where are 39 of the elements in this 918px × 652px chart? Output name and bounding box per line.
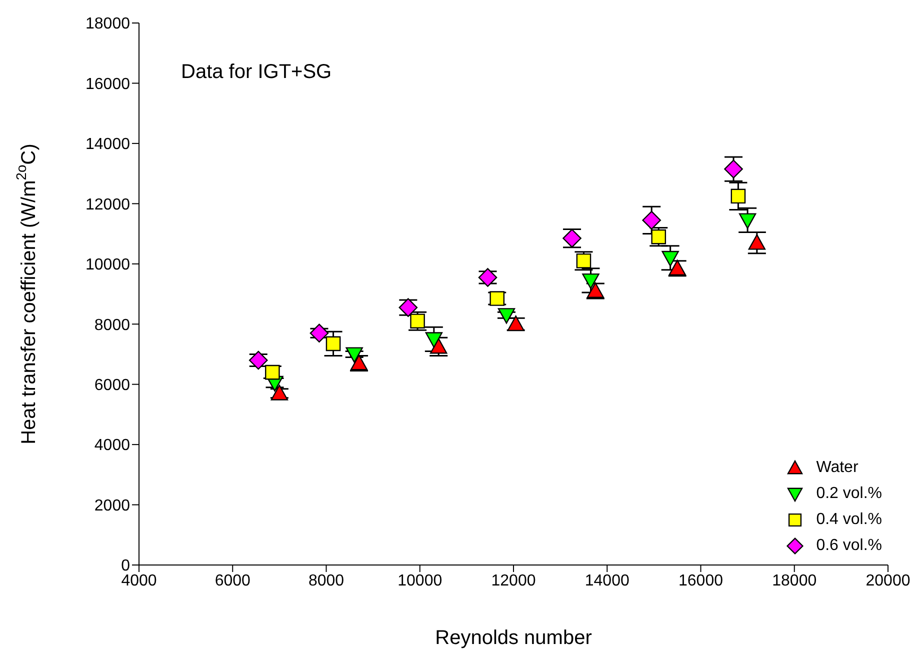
annotation: Data for IGT+SG [181, 61, 332, 84]
y-tick-label: 2000 [94, 497, 130, 514]
x-tick-label: 16000 [678, 572, 724, 590]
x-tick-label: 8000 [308, 572, 344, 590]
point [490, 291, 505, 306]
x-tick-label: 6000 [214, 572, 251, 590]
point [730, 188, 746, 204]
y-tick-label: 14000 [86, 136, 130, 154]
x-tick-label: 12000 [491, 572, 536, 590]
y-tick-label: 18000 [86, 16, 130, 33]
x-tick-label: 10000 [398, 572, 442, 590]
x-tick-label: 18000 [772, 572, 817, 590]
point [498, 308, 516, 324]
legend-label: 0.6 vol.% [816, 536, 882, 556]
y-tick-label: 10000 [86, 256, 130, 274]
x-tick-label: 20000 [866, 572, 910, 590]
x-axis-title: Reynolds number [435, 627, 592, 649]
point [310, 324, 329, 343]
point [724, 160, 743, 178]
point [738, 213, 756, 229]
point [642, 210, 661, 230]
y-tick-label: 12000 [86, 196, 130, 214]
legend-label: Water [816, 458, 858, 478]
y-tick-label: 0 [121, 558, 130, 575]
point [748, 234, 766, 250]
y-tick-label: 16000 [86, 76, 130, 93]
y-tick-label: 8000 [94, 316, 130, 334]
point [662, 250, 679, 266]
y-tick-label: 4000 [94, 437, 130, 454]
point [425, 332, 443, 348]
point [326, 336, 341, 352]
y-tick-label: 6000 [94, 377, 130, 394]
legend-label: 0.4 vol.% [816, 510, 882, 530]
point [582, 273, 600, 290]
x-tick-label: 14000 [584, 572, 630, 590]
point [265, 364, 280, 380]
point [270, 384, 288, 400]
legend-label: 0.2 vol.% [816, 484, 882, 504]
x-tick-label: 4000 [121, 572, 157, 590]
